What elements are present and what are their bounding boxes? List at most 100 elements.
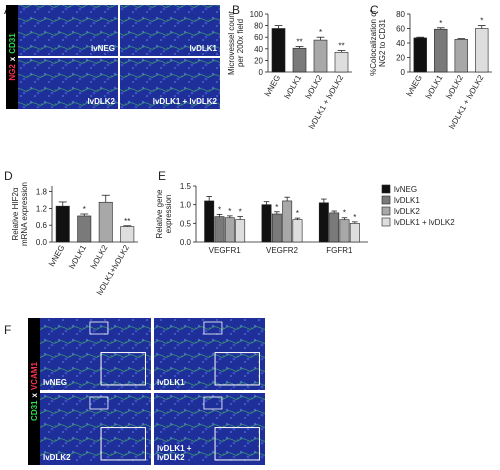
panel-letter: F <box>4 323 11 337</box>
x-tick-label: lvNEG <box>405 74 424 99</box>
bar <box>413 37 427 73</box>
y-tick-label: 0.0 <box>180 238 192 247</box>
error-bar <box>337 50 346 53</box>
y-tick-label: 1.2 <box>36 204 48 213</box>
error-bar <box>416 36 425 38</box>
significance: * <box>480 17 483 26</box>
error-bar <box>206 196 212 201</box>
error-bar <box>341 217 348 220</box>
significance: ** <box>296 37 302 46</box>
legend-label: lvDLK2 <box>394 207 420 216</box>
y-tick-label: 1.0 <box>180 201 192 210</box>
stain-strip <box>6 5 18 109</box>
y-axis-label: Relative HIF2α <box>11 187 20 240</box>
y-tick-label: 1.5 <box>180 182 192 191</box>
stain-label: CD31 x VCAM1 <box>30 362 39 421</box>
significance: * <box>343 209 346 218</box>
stain-part: NG2 <box>8 64 17 81</box>
y-tick-label: 0 <box>259 68 264 77</box>
y-tick-label: 80 <box>254 22 263 31</box>
error-bar <box>216 213 223 217</box>
error-bar <box>331 210 337 213</box>
significance: * <box>239 208 242 217</box>
significance: * <box>319 28 322 37</box>
y-tick-label: 60 <box>254 33 263 42</box>
micrograph <box>40 318 151 390</box>
condition-label: lvDLK1 <box>157 378 185 387</box>
bar <box>318 202 329 243</box>
bar <box>224 217 235 243</box>
error-bar <box>227 215 233 218</box>
y-axis-label: per 200x field <box>236 19 245 67</box>
inset-box <box>100 427 146 461</box>
y-tick-label: 60 <box>396 25 405 34</box>
legend-swatch <box>381 217 391 227</box>
bar <box>55 205 70 243</box>
bar <box>313 39 328 73</box>
condition-label: lvDLK2 <box>87 97 115 106</box>
bar <box>261 204 272 243</box>
panel-letter: C <box>370 3 379 17</box>
significance: * <box>439 19 442 28</box>
condition-label: lvNEG <box>91 44 115 53</box>
x-tick-label: lvDLK2 <box>304 73 325 100</box>
significance: * <box>228 207 231 216</box>
bar <box>271 28 286 73</box>
panel-letter: D <box>4 169 13 183</box>
error-bar <box>321 198 327 203</box>
y-tick-label: 0.5 <box>180 219 192 228</box>
significance: * <box>83 205 86 214</box>
bar <box>334 51 349 73</box>
bar <box>475 28 489 73</box>
error-bar <box>123 225 132 227</box>
x-tick-label: lvDLK1 <box>424 73 445 100</box>
error-bar <box>263 201 270 205</box>
roi-box <box>203 396 223 410</box>
micrograph <box>120 58 220 109</box>
error-bar <box>436 27 445 30</box>
x-tick-label: lvDLK2 <box>444 73 465 100</box>
x-tick-label: lvDLK2 <box>89 243 110 270</box>
error-bar <box>352 221 358 224</box>
roi-box <box>89 396 109 410</box>
condition-label: lvDLK2 <box>43 453 71 462</box>
stain-part: CD31 <box>8 33 17 54</box>
bar <box>454 39 468 73</box>
x-tick-label: FGFR1 <box>326 246 353 255</box>
y-axis-label: mRNA expression <box>20 182 29 246</box>
y-axis-label: expression <box>164 195 173 234</box>
significance: ** <box>124 217 130 226</box>
error-bar <box>284 196 290 201</box>
condition-label: lvDLK1 <box>189 44 217 53</box>
error-bar <box>80 213 89 216</box>
y-axis-label: Relative gene <box>155 189 164 238</box>
y-tick-label: 80 <box>396 10 405 19</box>
significance: ** <box>338 42 344 51</box>
bar <box>292 47 307 73</box>
condition-label: lvDLK2 <box>157 453 185 462</box>
bar <box>339 219 350 243</box>
stain-strip <box>28 318 40 465</box>
legend-label: lvNEG <box>394 185 417 194</box>
bar <box>120 226 135 243</box>
error-bar <box>237 216 243 220</box>
error-bar <box>58 201 67 207</box>
legend-label: lvDLK1 + lvDLK2 <box>394 218 455 227</box>
y-tick-label: 1.8 <box>36 188 48 197</box>
significance: * <box>218 205 221 214</box>
stain-label: NG2 x CD31 <box>8 33 17 81</box>
inset-box <box>214 352 260 386</box>
stain-part: x <box>8 56 17 61</box>
bar <box>434 28 448 73</box>
bar <box>204 200 215 243</box>
legend-label: lvDLK1 <box>394 196 420 205</box>
micrograph <box>154 393 265 465</box>
error-bar <box>274 25 283 29</box>
micrograph <box>18 58 118 109</box>
bar <box>214 216 225 243</box>
y-tick-label: 100 <box>250 10 264 19</box>
y-axis-label: %Colocalization of <box>369 9 378 76</box>
significance: * <box>275 203 278 212</box>
error-bar <box>316 36 325 41</box>
